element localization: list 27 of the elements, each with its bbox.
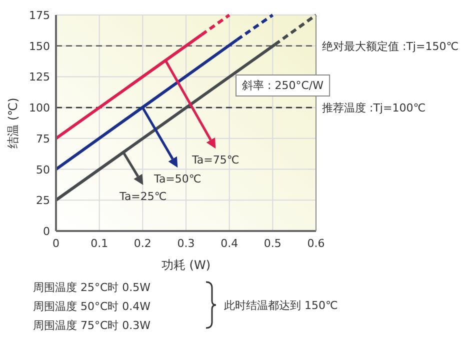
- annotation: Ta=25℃: [118, 190, 167, 204]
- y-tick-label: 25: [36, 194, 50, 208]
- x-tick-label: 0.3: [177, 237, 195, 250]
- x-axis-title: 功耗 (W): [161, 258, 211, 272]
- x-tick-label: 0: [52, 237, 60, 250]
- annotation: Ta=50℃: [153, 172, 202, 186]
- x-tick-label: 0.6: [307, 237, 325, 250]
- text: 周围温度 25°C时 0.5W: [33, 281, 151, 294]
- ref-line-label: 推荐温度 :Tj=100℃: [322, 102, 426, 115]
- text: 此时结温都达到 150℃: [224, 299, 338, 312]
- x-tick-label: 0.1: [90, 237, 108, 250]
- x-tick-label: 0.2: [134, 237, 152, 250]
- annotation: 斜率 : 250°C/W: [242, 79, 324, 92]
- annotation: Ta=75℃: [191, 154, 240, 167]
- y-tick-label: 175: [29, 9, 50, 22]
- y-tick-label: 125: [29, 70, 50, 84]
- x-tick-label: 0.5: [264, 237, 282, 250]
- y-axis-title: 结温 (℃): [6, 98, 20, 148]
- y-tick-label: 150: [29, 40, 50, 53]
- text: 周围温度 50°C时 0.4W: [33, 300, 151, 313]
- y-tick-label: 50: [36, 163, 50, 176]
- y-tick-label: 100: [29, 102, 50, 115]
- text: 周围温度 75°C时 0.3W: [33, 319, 151, 332]
- ref-line-label: 绝对最大额定值 :Tj=150℃: [322, 40, 459, 53]
- x-tick-label: 0.4: [220, 237, 238, 250]
- y-tick-label: 75: [36, 132, 50, 146]
- y-tick-label: 0: [43, 225, 50, 238]
